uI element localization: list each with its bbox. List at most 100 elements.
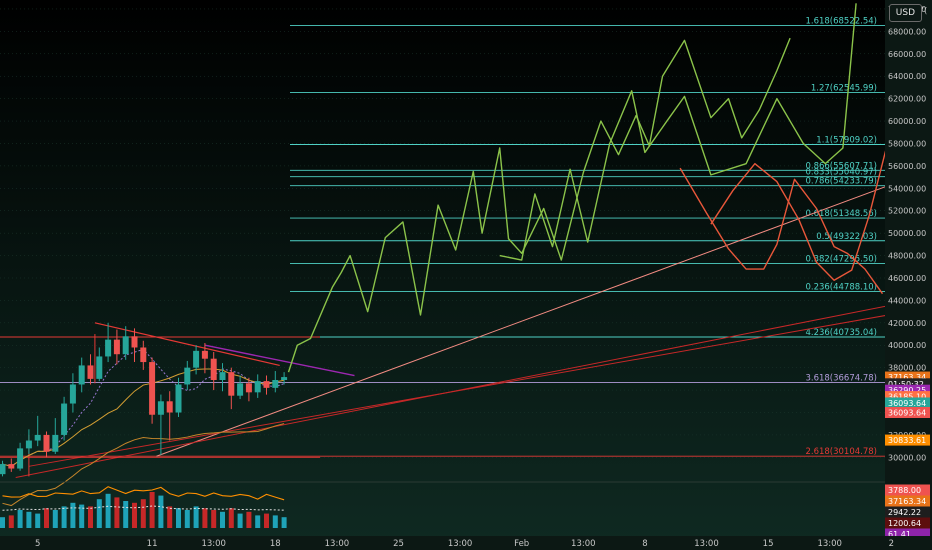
price-tag-label: 36093.64 — [888, 399, 926, 408]
volume-bar — [44, 508, 49, 528]
candle-body — [149, 362, 156, 415]
price-tick-label: 40000.00 — [888, 341, 926, 350]
price-tag-label: 36185.10 — [888, 393, 926, 402]
candle-body — [61, 403, 68, 435]
indicator-tag — [885, 506, 930, 518]
indicator-tag-label: 2942.22 — [888, 508, 921, 517]
price-tick-label: 56000.00 — [888, 162, 926, 171]
candle-body — [34, 434, 41, 441]
price-tag — [885, 378, 930, 390]
volume-bar — [158, 495, 164, 528]
price-tick-label: 48000.00 — [888, 252, 926, 261]
red-projection-path — [679, 167, 884, 295]
price-tag — [885, 371, 930, 383]
candle-body — [228, 372, 235, 396]
trend-line-red-2 — [28, 307, 927, 467]
volume-bar — [70, 502, 76, 528]
volume-bar — [26, 511, 32, 528]
volume-bar — [0, 517, 5, 528]
candle-body — [78, 365, 85, 385]
volume-bar — [88, 506, 93, 528]
fib-level-label: 4.236(40735.04) — [805, 328, 877, 338]
price-tick-label: 58000.00 — [888, 139, 926, 148]
volume-bar — [167, 506, 173, 528]
fib-level-label: 0.618(51348.56) — [805, 209, 877, 219]
candle-body — [193, 350, 200, 368]
indicator-tag — [885, 484, 930, 496]
green-projection-path — [287, 37, 791, 373]
candle-body — [113, 339, 120, 355]
price-tick-label: 62000.00 — [888, 95, 926, 104]
price-tick-label: 7( — [919, 6, 927, 15]
candle-body — [8, 464, 15, 469]
indicator-tag-label: 61.41 — [888, 530, 911, 539]
price-tag — [885, 407, 930, 419]
candle-body — [43, 434, 50, 452]
candle-body — [175, 384, 182, 413]
volume-bar — [202, 508, 208, 528]
indicator-line-orange — [2, 486, 285, 501]
fib-level-label: 1.618(68522.54) — [805, 17, 877, 27]
price-tick-label: 30000.00 — [888, 453, 926, 462]
candle-body — [17, 448, 24, 469]
time-axis — [0, 536, 932, 550]
volume-bar — [123, 501, 129, 528]
fib-level-label: 0.5(49322.03) — [816, 232, 877, 242]
candle-body — [201, 350, 208, 359]
price-tick-label: 64000.00 — [888, 72, 926, 81]
candle-body — [281, 377, 288, 380]
price-tick-label: 50000.00 — [888, 229, 926, 238]
price-tick-label: 60000.00 — [888, 117, 926, 126]
price-tag — [885, 391, 930, 403]
indicator-tag-label: 3788.00 — [888, 486, 921, 495]
volume-bar — [132, 502, 137, 528]
price-tag-label: 36093.64 — [888, 409, 926, 418]
trend-line-purple — [204, 344, 355, 377]
volume-bar — [61, 506, 67, 528]
price-tick-label: 38000.00 — [888, 364, 926, 373]
candle-body — [254, 381, 261, 393]
volume-bar — [272, 515, 278, 528]
moving-average-long — [2, 423, 285, 507]
currency-button[interactable]: USD — [888, 4, 922, 22]
fib-level-label: 2.618(30104.78) — [805, 447, 877, 457]
fib-level-label: 0.786(54233.79) — [805, 177, 877, 187]
fib-level-label: 0.382(47295.50) — [805, 254, 877, 264]
candle-body — [105, 339, 112, 357]
candle-body — [210, 358, 217, 380]
volume-bar — [35, 513, 41, 528]
time-tick-label: 25 — [393, 539, 404, 549]
volume-bar — [140, 499, 146, 528]
red-projection-path-2 — [710, 96, 906, 281]
price-tag — [885, 434, 930, 446]
candle-body — [96, 356, 103, 379]
price-tag-label: 30833.61 — [888, 436, 926, 445]
volume-bar — [246, 511, 252, 528]
indicator-tag — [885, 528, 930, 540]
candle-body — [87, 365, 94, 379]
volume-bar — [96, 499, 102, 528]
candle-body — [140, 347, 147, 363]
indicator-tag-label: 1200.64 — [888, 519, 921, 528]
volume-bar — [281, 517, 287, 528]
price-tick-label: 54000.00 — [888, 184, 926, 193]
candle-body — [263, 381, 270, 388]
fib-level-label: 1.27(62545.99) — [811, 84, 877, 94]
candle-body — [184, 367, 191, 385]
time-tick-label: Feb — [514, 539, 529, 549]
candle-body — [122, 336, 129, 355]
price-tick-label: 42000.00 — [888, 319, 926, 328]
volume-bar — [237, 513, 243, 528]
candle-body — [157, 401, 164, 415]
time-tick-label: 18 — [270, 539, 281, 549]
time-tick-label: 13:00 — [694, 539, 719, 549]
volume-bar — [52, 510, 58, 528]
candle-body — [166, 401, 173, 413]
price-tick-label: 52000.00 — [888, 207, 926, 216]
volume-bar — [228, 508, 234, 528]
candle-body — [245, 383, 252, 393]
price-tick-label: 46000.00 — [888, 274, 926, 283]
candle-body — [237, 383, 244, 396]
